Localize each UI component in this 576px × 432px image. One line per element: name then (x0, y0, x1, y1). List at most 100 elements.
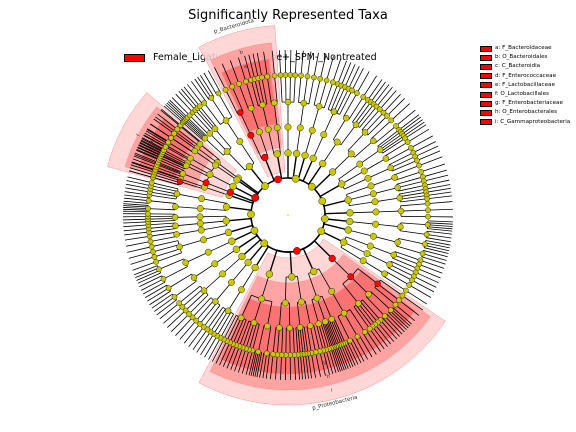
branch-edge (126, 180, 152, 187)
branch-edge (194, 78, 210, 100)
branch-edge (149, 290, 171, 306)
branch-edge (168, 142, 192, 157)
branch-edge (148, 225, 176, 229)
taxon-node (168, 135, 174, 141)
taxon-node (372, 220, 379, 228)
branch-edge (388, 312, 407, 331)
branch-edge (136, 270, 160, 281)
branch-edge (390, 156, 416, 169)
branch-edge (178, 285, 201, 304)
taxon-node (397, 207, 405, 215)
branch-edge (293, 75, 296, 103)
branch-edge (413, 141, 436, 154)
branch-edge (144, 284, 168, 298)
branch-edge (147, 128, 169, 143)
branch-edge (158, 162, 184, 173)
branch-edge (179, 320, 197, 340)
branch-edge (123, 224, 149, 228)
chart-title: Significantly Represented Taxa (188, 8, 388, 23)
taxon-node (361, 129, 369, 136)
branch-edge (232, 318, 245, 344)
branch-edge (280, 354, 282, 380)
branch-edge (235, 319, 247, 346)
branch-edge (254, 78, 262, 106)
branch-edge (179, 181, 205, 190)
branch-edge (269, 354, 274, 380)
branch-edge (361, 109, 381, 130)
branch-edge (227, 289, 242, 312)
taxon-node (196, 103, 203, 110)
taxon-node (355, 300, 362, 307)
taxon-node (211, 260, 219, 268)
branch-edge (278, 302, 282, 328)
branch-edge (424, 247, 449, 254)
branch-edge (175, 131, 198, 149)
taxon-node (286, 324, 293, 332)
branch-edge (151, 293, 173, 309)
branch-edge (401, 119, 423, 135)
branch-edge (391, 160, 418, 172)
branch-edge (308, 273, 318, 299)
branch-edge (231, 86, 244, 112)
branch-edge (308, 77, 315, 105)
taxon-node (148, 243, 155, 250)
branch-edge (156, 299, 177, 316)
branch-edge (421, 163, 446, 173)
branch-edge (354, 101, 372, 125)
branch-edge (327, 320, 338, 347)
branch-edge (395, 171, 422, 181)
branch-edge (392, 257, 418, 269)
taxon-node (258, 295, 265, 303)
branch-edge (231, 230, 255, 242)
branch-edge (262, 104, 269, 130)
branch-edge (400, 222, 428, 226)
branch-edge (340, 62, 352, 86)
branch-edge (394, 251, 421, 261)
taxon-node (250, 226, 259, 235)
branch-edge (343, 241, 368, 254)
branch-edge (217, 162, 239, 179)
branch-edge (127, 246, 152, 253)
branch-edge (387, 267, 413, 281)
branch-edge (296, 127, 301, 154)
taxon-node (310, 267, 318, 276)
branch-edge (200, 74, 214, 97)
branch-edge (427, 208, 453, 211)
taxon-node (320, 215, 329, 223)
taxon-node (364, 174, 372, 182)
branch-edge (382, 138, 406, 154)
branch-edge (139, 275, 163, 287)
branch-edge (405, 290, 428, 305)
branch-edge (214, 249, 237, 265)
taxon-node (424, 221, 431, 228)
branch-edge (395, 109, 416, 127)
taxon-node (404, 139, 411, 145)
branch-edge (427, 224, 453, 227)
branch-edge (155, 116, 176, 133)
branch-edge (311, 106, 320, 131)
branch-edge (422, 169, 447, 178)
taxon-node (148, 179, 155, 186)
taxon-node (171, 214, 179, 221)
branch-edge (160, 155, 186, 168)
branch-edge (226, 217, 252, 222)
taxon-node (284, 149, 292, 157)
branch-edge (342, 283, 359, 304)
branch-edge (292, 327, 295, 355)
branch-edge (167, 101, 187, 120)
branch-edge (157, 164, 183, 175)
branch-edge (315, 352, 321, 377)
taxon-node (224, 228, 233, 237)
branch-edge (362, 260, 385, 275)
branch-edge (155, 170, 181, 180)
branch-edge (148, 200, 176, 204)
branch-edge (292, 153, 298, 179)
branch-edge (309, 325, 317, 353)
enriched-node (237, 109, 244, 116)
taxon-node (255, 128, 263, 136)
branch-edge (204, 186, 230, 196)
branch-edge (134, 154, 158, 165)
branch-edge (194, 150, 216, 166)
taxon-node (260, 239, 269, 248)
taxon-node (145, 197, 152, 204)
